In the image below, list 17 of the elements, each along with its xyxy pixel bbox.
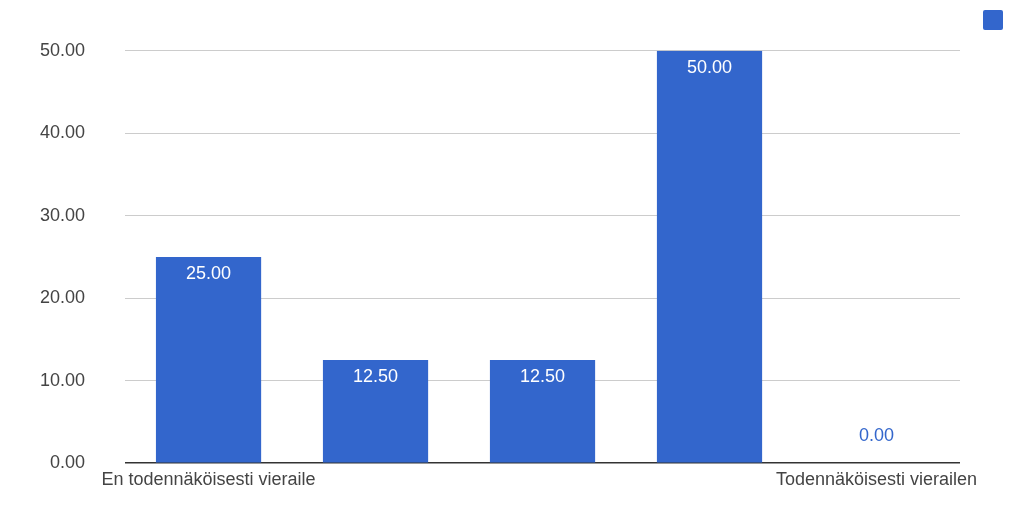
y-tick-label: 30.00 bbox=[40, 204, 86, 225]
x-tick-label: Todennäköisesti vierailen bbox=[775, 468, 978, 489]
data-label: 0.00 bbox=[858, 425, 895, 446]
y-tick-label: 50.00 bbox=[40, 39, 86, 60]
y-tick-label: 20.00 bbox=[40, 287, 86, 308]
bar bbox=[155, 257, 262, 463]
y-tick-label: 10.00 bbox=[40, 369, 86, 390]
y-tick-label: 40.00 bbox=[40, 122, 86, 143]
data-label: 25.00 bbox=[186, 262, 232, 283]
bar bbox=[489, 360, 596, 463]
data-label: 50.00 bbox=[686, 56, 733, 77]
bar bbox=[656, 50, 763, 463]
y-tick-label: 0.00 bbox=[50, 452, 86, 473]
x-tick-label: En todennäköisesti vieraile bbox=[101, 468, 316, 489]
data-label: 12.50 bbox=[520, 366, 566, 387]
bar bbox=[322, 360, 429, 463]
data-label: 12.50 bbox=[353, 366, 399, 387]
